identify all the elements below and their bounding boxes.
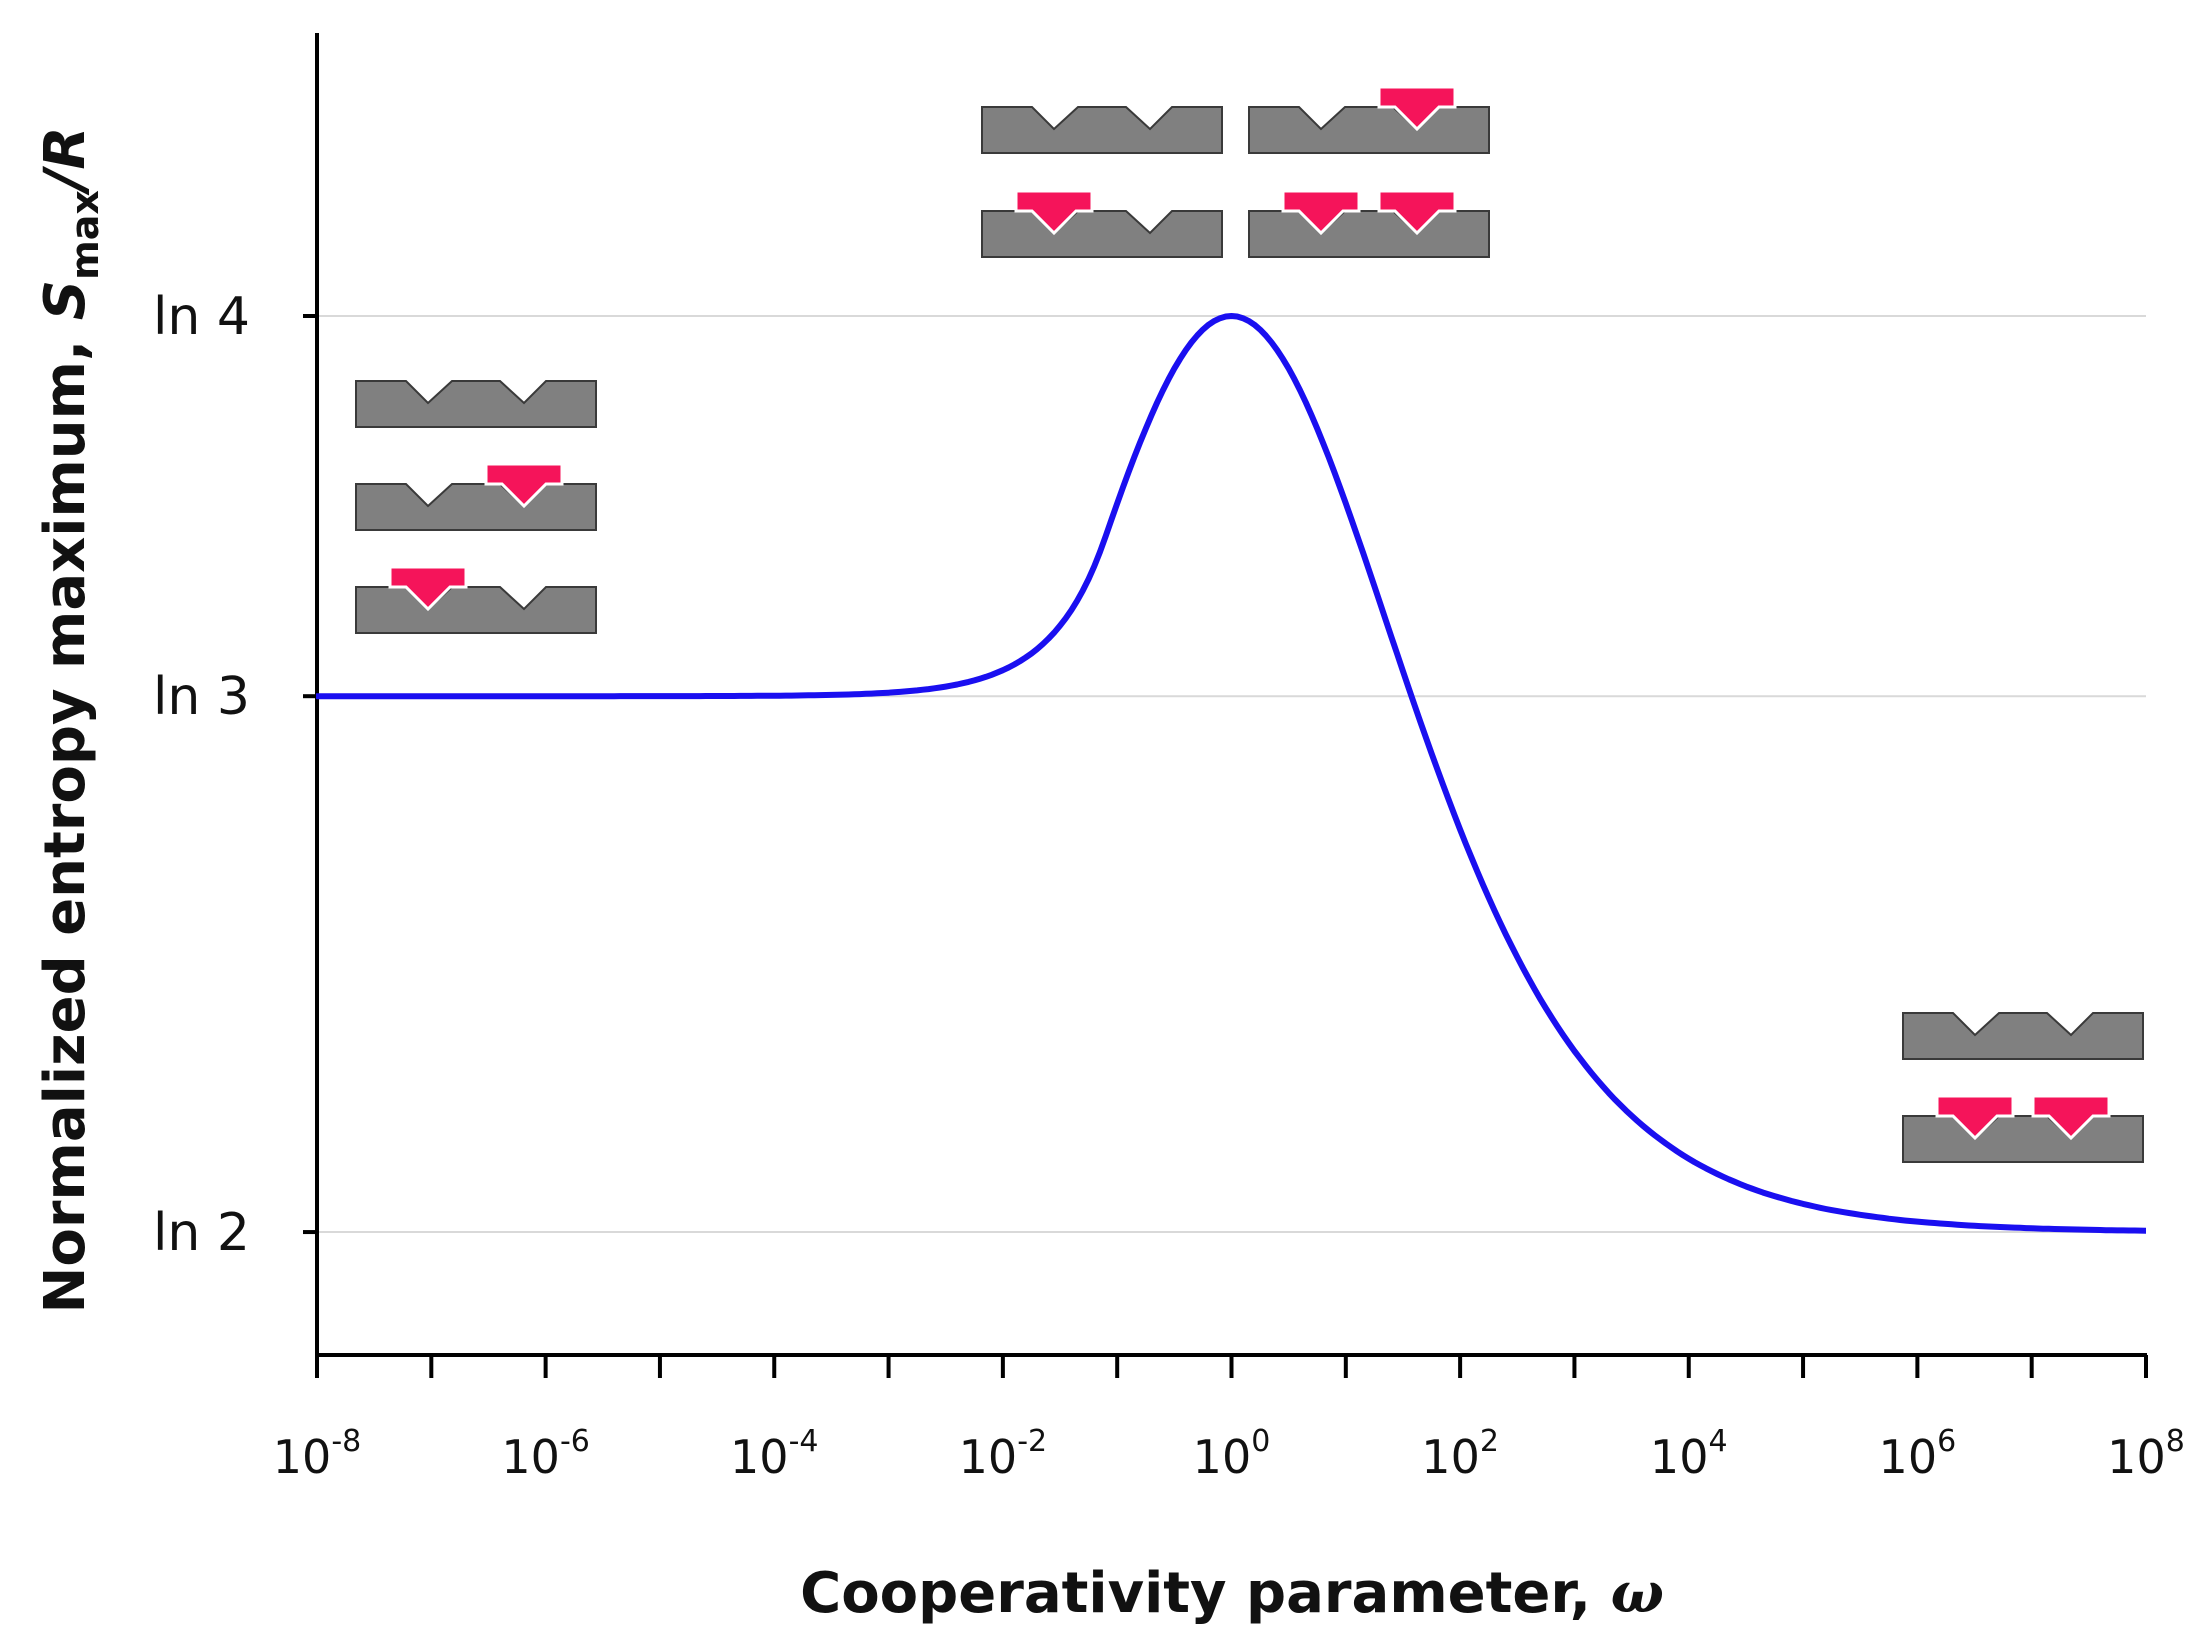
x-axis-title-text: Cooperativity parameter, <box>800 1561 1610 1626</box>
y-axis-title-suffix: /R <box>33 127 98 197</box>
y-axis-title-text: Normalized entropy maximum, <box>33 320 98 1313</box>
substrate-3 <box>981 106 1223 154</box>
ligand-6a <box>1281 189 1361 236</box>
ligand-2a <box>388 565 468 612</box>
x-tick-base: 10 <box>730 1430 789 1484</box>
x-tick-exponent: -2 <box>1017 1424 1047 1459</box>
y-tick-label-1: ln 3 <box>153 667 250 727</box>
x-axis-ticks: 10-8 10-6 10-4 10-2 100 102 104 106 108 <box>273 1355 2185 1484</box>
y-tick-label-2: ln 4 <box>153 287 250 347</box>
x-tick-label-0: 10-8 <box>273 1424 361 1484</box>
ligand-4b <box>1377 85 1457 132</box>
substrate-5 <box>981 210 1223 258</box>
x-tick-label-2: 10-4 <box>730 1424 818 1484</box>
binding-state-schematics <box>355 85 2144 1163</box>
y-axis-title-symbol: S <box>33 280 98 320</box>
substrate-7 <box>1902 1012 2144 1060</box>
x-tick-label-6: 104 <box>1650 1424 1728 1484</box>
substrate-0 <box>355 380 597 428</box>
x-tick-exponent: 4 <box>1708 1424 1727 1459</box>
gridlines <box>317 314 2146 1234</box>
y-axis-title-subscript: max <box>63 190 107 280</box>
ligand-8b <box>2031 1094 2111 1141</box>
x-tick-base: 10 <box>959 1430 1018 1484</box>
substrate-2 <box>355 586 597 634</box>
substrate-8 <box>1902 1115 2144 1163</box>
y-axis-title: Normalized entropy maximum, Smax/R <box>33 127 107 1314</box>
y-axis-ticks: ln 2 ln 3 ln 4 <box>153 287 317 1263</box>
x-tick-base: 10 <box>1193 1430 1252 1484</box>
ligand-8a <box>1935 1094 2015 1141</box>
x-axis-title: Cooperativity parameter, ω <box>800 1560 1664 1626</box>
substrate-1 <box>355 483 597 531</box>
ligand-1b <box>484 462 564 509</box>
substrate-6 <box>1248 210 1490 258</box>
x-tick-base: 10 <box>1879 1430 1938 1484</box>
x-tick-label-7: 106 <box>1879 1424 1957 1484</box>
x-tick-exponent: -4 <box>789 1424 819 1459</box>
x-tick-exponent: -6 <box>560 1424 590 1459</box>
x-tick-label-4: 100 <box>1193 1424 1271 1484</box>
ligand-5a <box>1014 189 1094 236</box>
x-tick-label-1: 10-6 <box>501 1424 589 1484</box>
x-tick-exponent: 6 <box>1937 1424 1956 1459</box>
x-tick-exponent: -8 <box>331 1424 361 1459</box>
x-tick-label-8: 108 <box>2107 1424 2185 1484</box>
x-tick-exponent: 0 <box>1251 1424 1270 1459</box>
x-axis-title-symbol: ω <box>1611 1560 1664 1626</box>
x-tick-label-3: 10-2 <box>959 1424 1047 1484</box>
y-tick-label-0: ln 2 <box>153 1203 250 1263</box>
ligand-6b <box>1377 189 1457 236</box>
series-line-smax <box>316 313 2146 1234</box>
x-tick-base: 10 <box>273 1430 332 1484</box>
x-tick-base: 10 <box>1421 1430 1480 1484</box>
x-tick-label-5: 102 <box>1421 1424 1499 1484</box>
x-tick-base: 10 <box>2107 1430 2166 1484</box>
x-tick-base: 10 <box>1650 1430 1709 1484</box>
x-tick-exponent: 8 <box>2166 1424 2185 1459</box>
substrate-4 <box>1248 106 1490 154</box>
x-tick-base: 10 <box>501 1430 560 1484</box>
x-tick-exponent: 2 <box>1480 1424 1499 1459</box>
